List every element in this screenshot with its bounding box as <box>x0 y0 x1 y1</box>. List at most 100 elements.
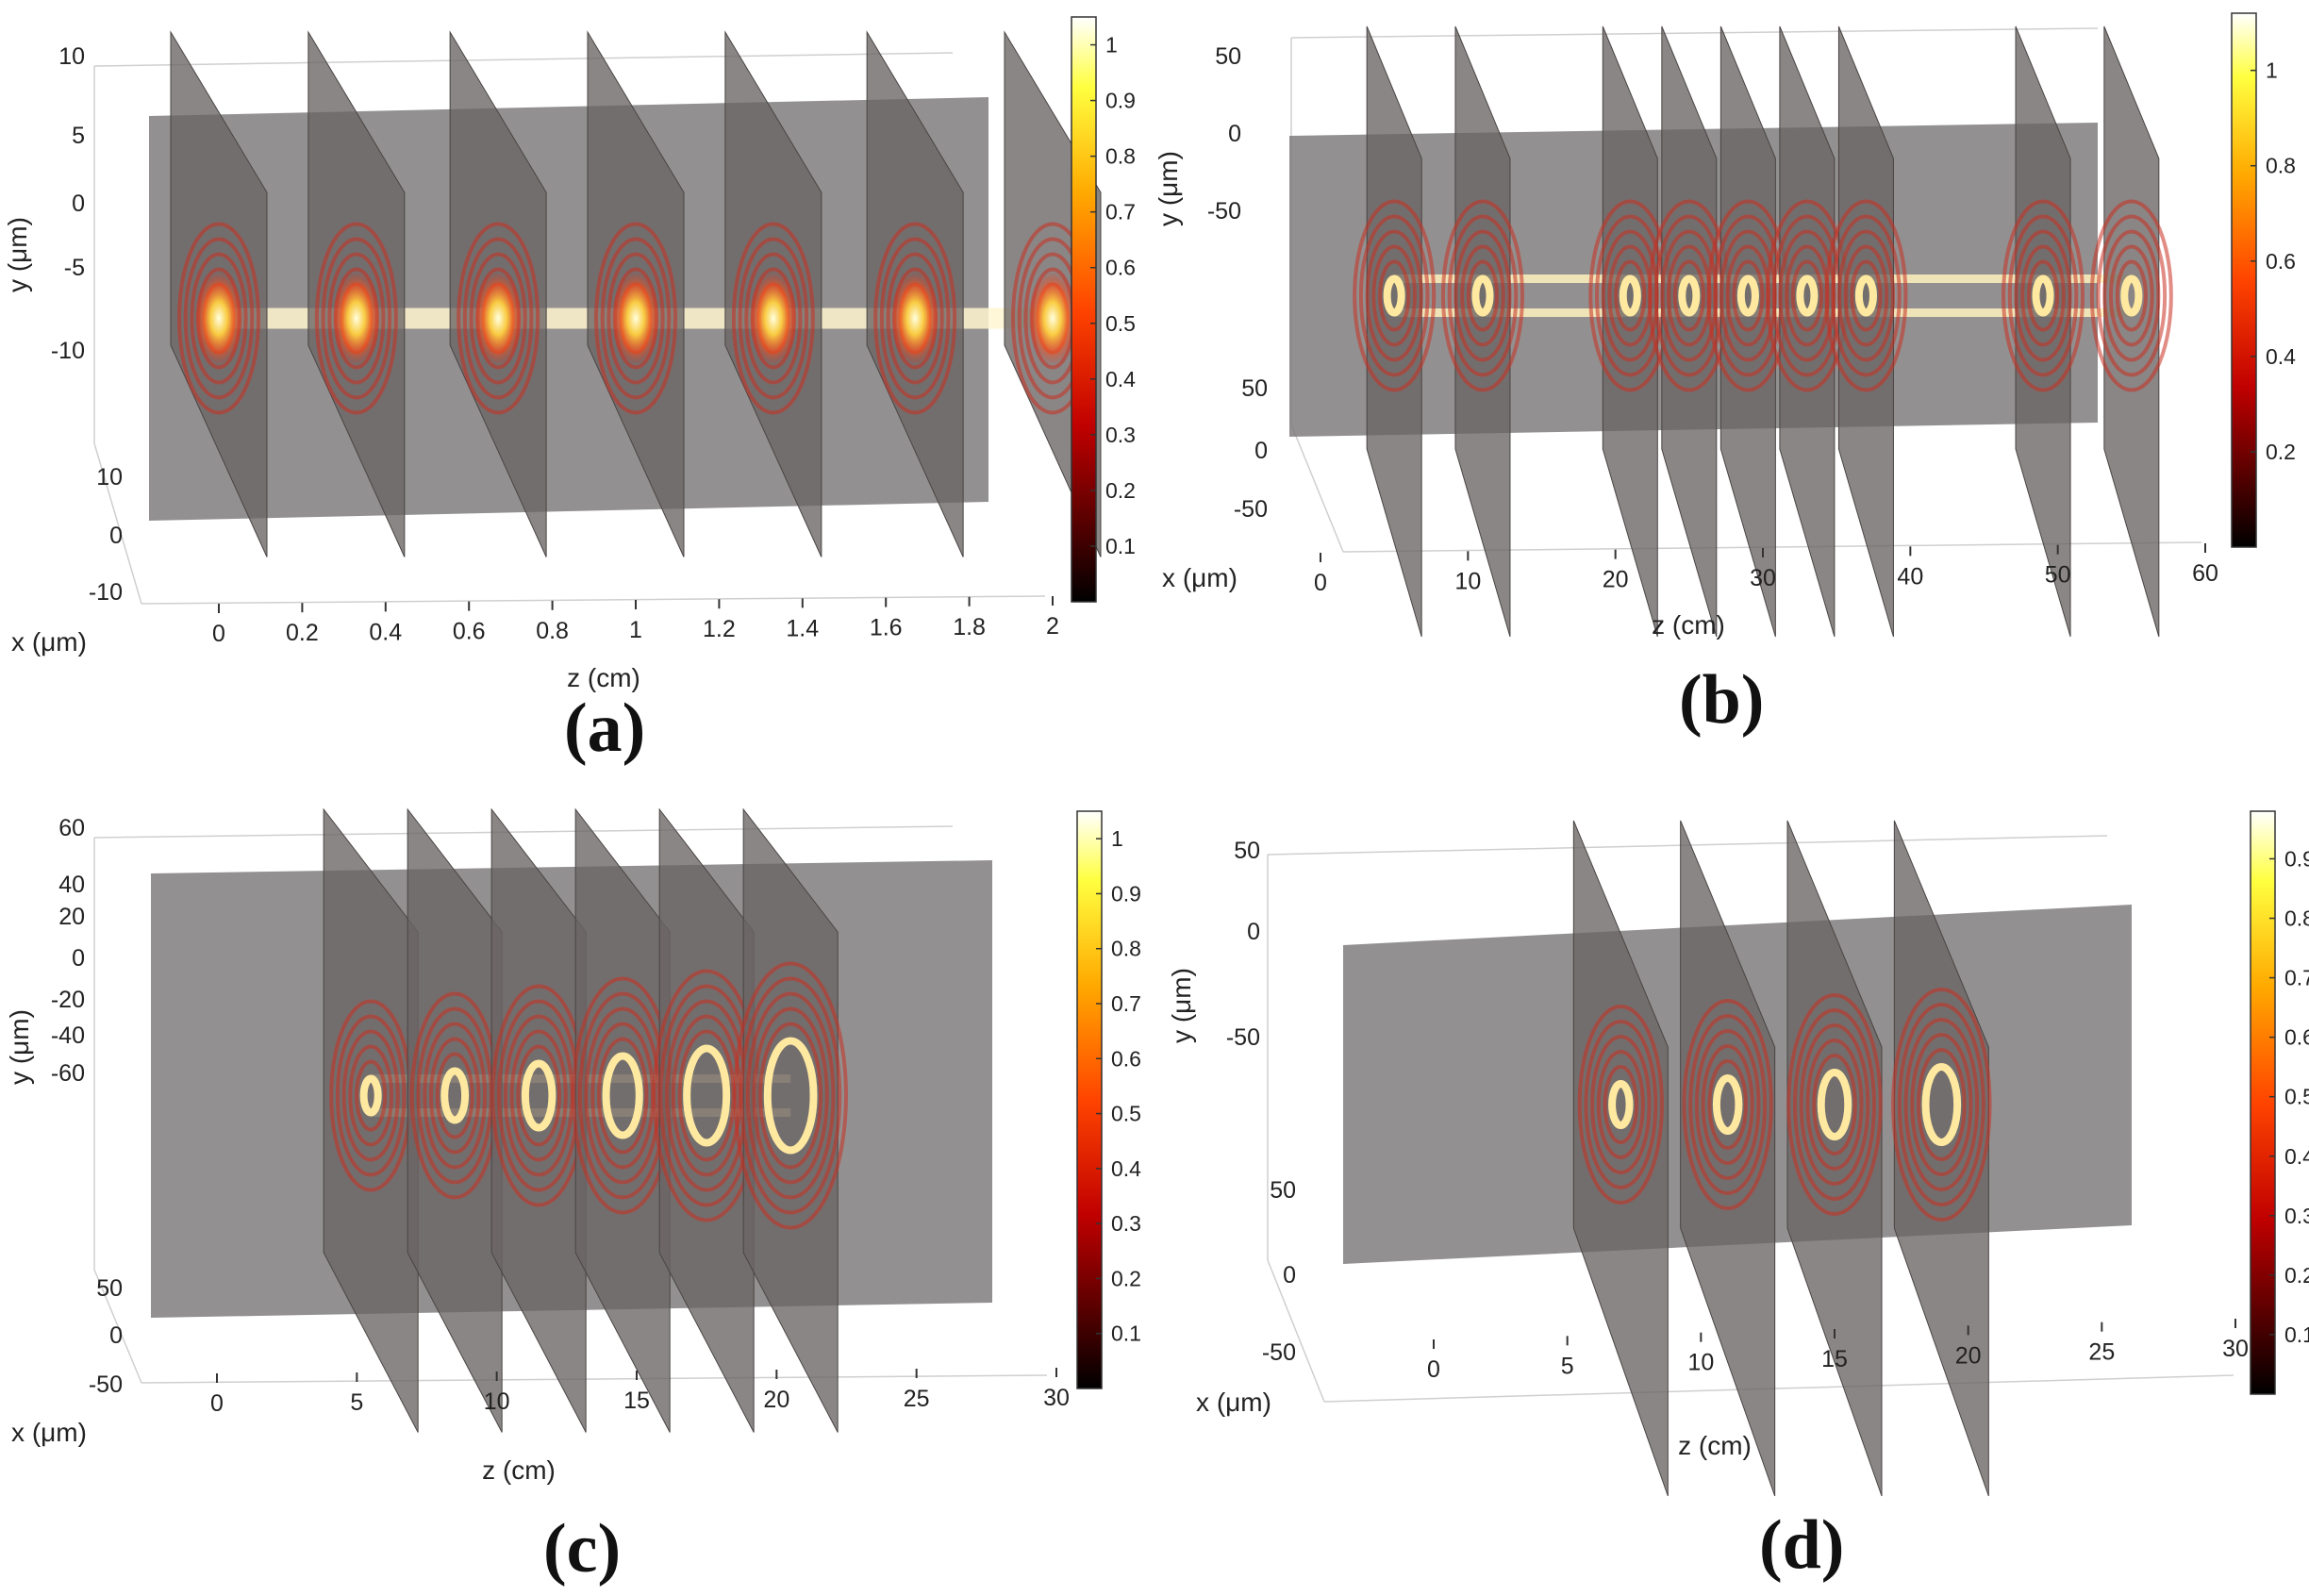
box-edge <box>93 52 954 67</box>
z-tick-label: 25 <box>904 1386 930 1412</box>
z-tick-label: 0.6 <box>453 619 486 645</box>
bright-ring <box>521 1059 556 1132</box>
x-tick-label: 0 <box>1283 1262 1296 1288</box>
colorbar <box>1076 810 1103 1389</box>
z-tick-label: 1 <box>629 617 642 643</box>
colorbar-tick-label: 0.9 <box>1105 89 1136 113</box>
colorbar-tick-label: 0.7 <box>1105 200 1136 224</box>
panel-d-figure: 0 5 10 15 20 25 30 50 0 -50 50 0 -50 y (μm) x (μm) z (c… <box>1167 810 2309 1497</box>
y-axis-label: y (μm) <box>3 217 32 292</box>
colorbar-tick-label: 1 <box>2266 58 2278 83</box>
colorbar-tick-label: 0.3 <box>1105 423 1136 447</box>
diffraction-ring <box>1577 1005 1665 1205</box>
box-edge <box>93 1269 142 1384</box>
diffraction-ring <box>1812 1054 1857 1155</box>
y-axis-label: y (μm) <box>1167 968 1196 1043</box>
bright-ring <box>683 1044 731 1147</box>
z-tick-label: 1.4 <box>786 615 819 641</box>
diffraction-ring <box>1584 1020 1658 1189</box>
y-tick-label: -50 <box>1226 1024 1260 1051</box>
colorbar-tick-label: 0.4 <box>1111 1156 1141 1181</box>
diffraction-ring <box>1371 244 1418 347</box>
diffraction-ring <box>469 252 527 385</box>
panel-a: 0 0.2 0.4 0.6 0.8 1 1.2 1.4 1.6 1.8 2 10 5 0 -5 -10 10 0 -… <box>0 0 1154 798</box>
colorbar-tick-label: 1 <box>1105 33 1118 58</box>
x-tick-label: -50 <box>89 1372 123 1398</box>
z-tick-label: 5 <box>1561 1353 1574 1379</box>
colorbar-tick-label: 0.4 <box>2284 1144 2309 1169</box>
y-tick-label: -60 <box>51 1060 85 1087</box>
diffraction-ring <box>738 237 809 400</box>
intensity-spot <box>473 271 523 366</box>
slice-plane <box>2015 25 2071 638</box>
colorbar <box>2231 12 2257 548</box>
colorbar-tick-label: 0.4 <box>1105 367 1136 391</box>
bright-ring <box>1383 274 1405 317</box>
diffraction-ring <box>2002 199 2085 392</box>
diffraction-ring <box>886 252 944 385</box>
slice-plane <box>1680 820 1776 1497</box>
colorbar-tick-label: 0.6 <box>2284 1025 2309 1050</box>
box-edge <box>141 1374 1048 1384</box>
z-tick-label: 0.8 <box>536 618 569 644</box>
y-tick-label: 50 <box>1234 838 1260 864</box>
z-tick-label: 30 <box>2222 1336 2249 1362</box>
box-edge <box>93 825 954 839</box>
diffraction-ring <box>745 991 836 1200</box>
colorbar <box>2250 810 2276 1395</box>
diffraction-ring <box>1824 199 1908 392</box>
z-tick-label: 10 <box>484 1388 510 1415</box>
x-axis-label: x (μm) <box>1162 563 1238 592</box>
x-axis-label: x (μm) <box>11 627 87 657</box>
box-edge <box>1267 1259 1325 1403</box>
colorbar-tick-label: 0.6 <box>1111 1046 1141 1071</box>
intensity-spot <box>331 271 381 366</box>
colorbar-tick-label: 0.9 <box>1111 881 1141 906</box>
z-tick-label: 30 <box>1750 565 1776 591</box>
bright-ring <box>1854 274 1877 317</box>
box-edge <box>93 442 142 605</box>
slice-plane <box>323 807 419 1433</box>
diffraction-ring <box>1614 259 1647 332</box>
intensity-spot <box>748 271 798 366</box>
diffraction-ring <box>2115 259 2148 332</box>
x-tick-label: 0 <box>109 523 123 549</box>
bright-ring <box>1608 1080 1634 1129</box>
slice-plane <box>2103 25 2160 638</box>
diffraction-ring <box>341 1029 400 1162</box>
y-tick-label: -50 <box>1207 198 1241 224</box>
diffraction-ring <box>1682 999 1773 1210</box>
panel-label-d: (d) <box>1759 1506 1845 1584</box>
diffraction-ring <box>1831 214 1902 377</box>
bright-ring <box>1796 274 1819 317</box>
diffraction-ring <box>516 1044 562 1147</box>
diffraction-ring <box>1596 1050 1645 1159</box>
diffraction-ring <box>1850 259 1883 332</box>
panel-label-c: (c) <box>543 1510 622 1588</box>
colorbar-tick-label: 0.2 <box>2266 440 2296 464</box>
diffraction-ring <box>1897 1003 1985 1206</box>
intensity-spot <box>611 271 660 366</box>
z-axis-label: z (cm) <box>1652 610 1725 640</box>
bright-ring <box>2120 274 2143 317</box>
y-axis-label: y (μm) <box>5 1009 34 1085</box>
z-axis-label: z (cm) <box>482 1455 556 1485</box>
intensity-spot <box>890 271 940 366</box>
diffraction-ring <box>348 1044 394 1147</box>
colorbar-tick-label: 0.8 <box>1111 937 1141 961</box>
y-tick-label: 0 <box>1228 121 1241 147</box>
x-tick-label: 50 <box>1241 375 1268 402</box>
diffraction-ring <box>1378 259 1411 332</box>
diffraction-ring <box>1843 244 1889 347</box>
colorbar-tick-label: 0.3 <box>1111 1211 1141 1236</box>
z-tick-label: 5 <box>350 1389 363 1416</box>
bright-ring <box>1817 1069 1852 1140</box>
diffraction-ring <box>428 1037 481 1155</box>
diffraction-ring <box>1701 1044 1754 1165</box>
diffraction-ring <box>1790 259 1824 332</box>
y-tick-label: -5 <box>64 255 85 281</box>
box-edge <box>1290 27 2099 39</box>
z-tick-label: 0 <box>210 1390 224 1417</box>
x-axis-label: x (μm) <box>1196 1388 1271 1417</box>
bright-ring <box>1736 274 1759 317</box>
